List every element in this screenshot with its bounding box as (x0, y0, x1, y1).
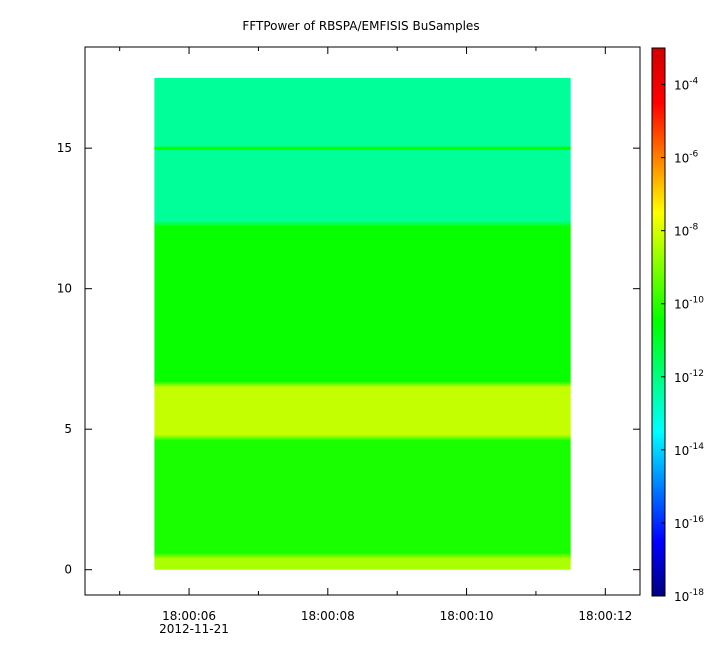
chart-title: FFTPower of RBSPA/EMFISIS BuSamples (242, 19, 479, 33)
heatmap-band-edge (154, 222, 571, 227)
colorbar-tick-label: 10-4 (674, 77, 699, 93)
x-tick-label: 18:00:12 (578, 609, 632, 623)
colorbar-tick-label: 10-12 (674, 369, 704, 385)
heatmap-line (154, 146, 571, 150)
y-tick-label: 0 (64, 563, 72, 577)
x-axis: 18:00:06 18:00:08 18:00:10 18:00:12 (119, 47, 632, 623)
x-tick-label: 18:00:08 (301, 609, 355, 623)
colorbar-gradient (651, 47, 666, 597)
x-tick-label: 18:00:06 (162, 609, 216, 623)
y-tick-label: 15 (57, 141, 72, 155)
y-tick-label: 5 (64, 422, 72, 436)
colorbar-tick-label: 10-10 (674, 296, 704, 312)
x-axis-date-label: 2012-11-21 (159, 622, 229, 636)
heatmap-band (154, 437, 571, 556)
heatmap-band (154, 384, 571, 438)
y-axis: 0 5 10 15 (57, 141, 640, 577)
y-tick-label: 10 (57, 282, 72, 296)
colorbar-tick-label: 10-8 (674, 223, 699, 239)
heatmap-band (154, 555, 571, 570)
heatmap-band-edge (154, 553, 571, 558)
colorbar-tick-label: 10-6 (674, 150, 699, 166)
heatmap-band (154, 224, 571, 385)
x-tick-label: 18:00:10 (440, 609, 494, 623)
colorbar-tick-label: 10-18 (674, 588, 704, 604)
colorbar: 10-4 10-6 10-8 10-10 10-12 10-14 10-16 10-18 (651, 47, 704, 604)
colorbar-tick-label: 10-16 (674, 515, 704, 531)
heatmap-band-edge (154, 382, 571, 387)
heatmap-band-edge (154, 435, 571, 440)
spectrogram-image (154, 77, 571, 570)
heatmap-band (154, 77, 571, 225)
colorbar-tick-label: 10-14 (674, 442, 704, 458)
